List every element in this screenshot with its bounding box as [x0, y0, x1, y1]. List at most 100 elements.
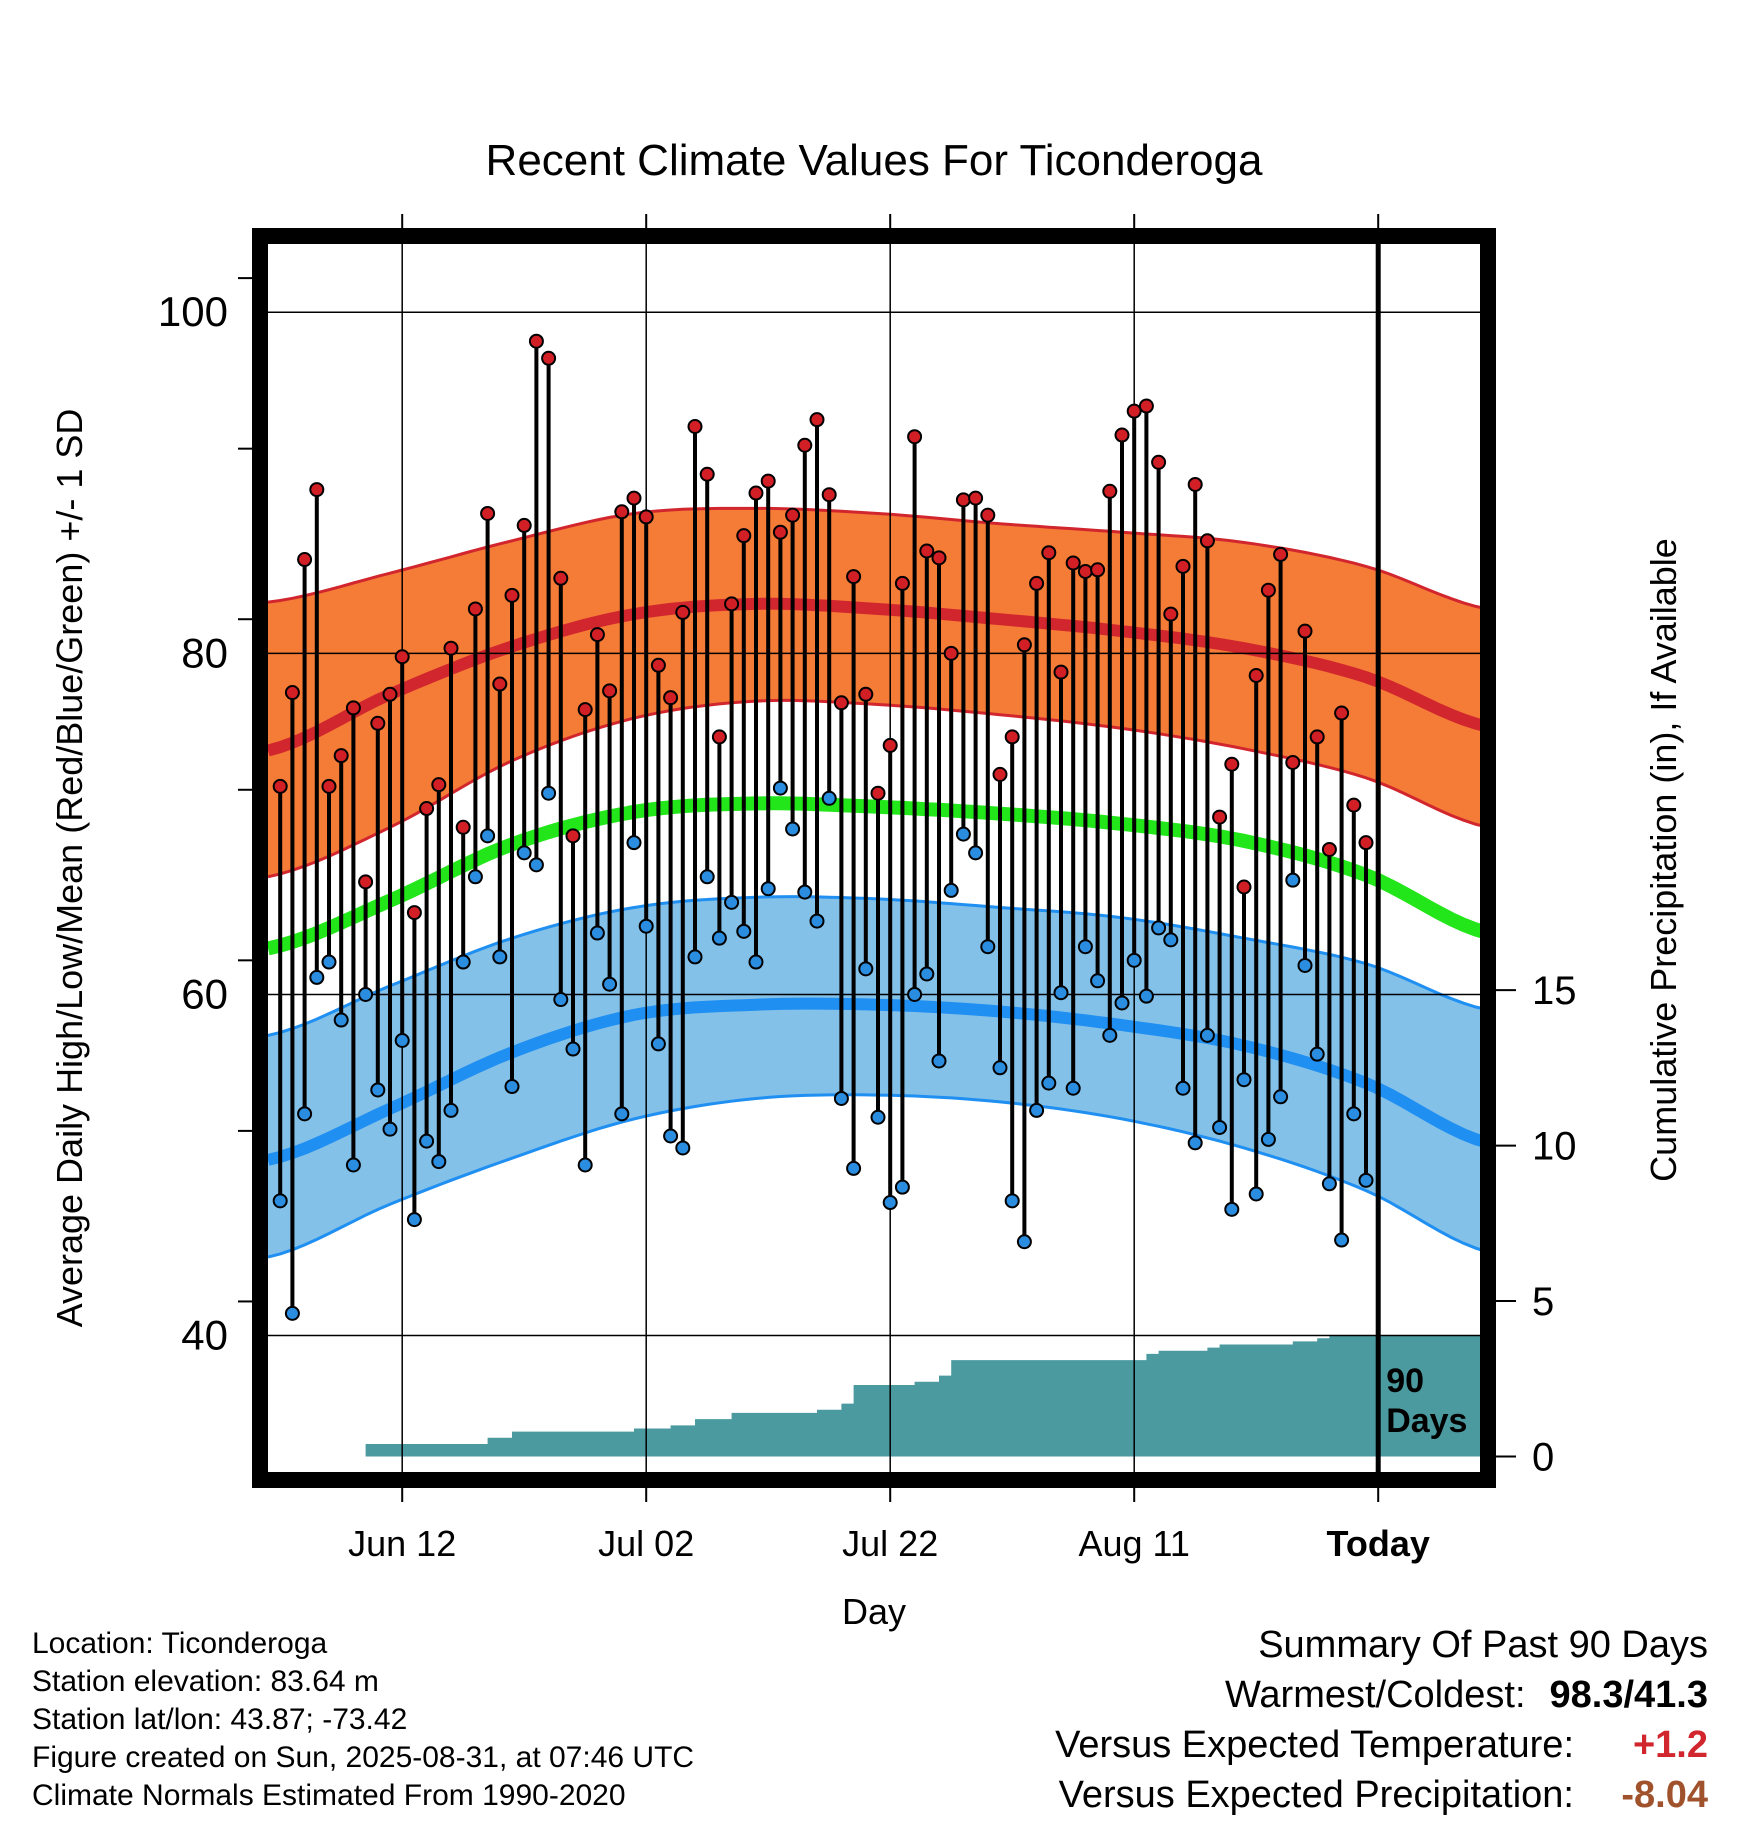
daily-low-point — [467, 869, 483, 885]
daily-high-point — [711, 729, 727, 745]
daily-high-point — [1053, 664, 1069, 680]
normal-mean-line — [268, 796, 1480, 956]
summary-precip: Versus Expected Precipitation: -8.04 — [1055, 1770, 1708, 1820]
summary-temp: Versus Expected Temperature: +1.2 — [1055, 1720, 1708, 1770]
daily-low-point — [724, 894, 740, 910]
daily-high-point — [297, 552, 313, 568]
daily-low-point — [858, 961, 874, 977]
info-latlon: Station lat/lon: 43.87; -73.42 — [32, 1703, 408, 1736]
daily-high-point — [650, 657, 666, 673]
daily-high-point — [736, 528, 752, 544]
daily-low-point — [1334, 1232, 1350, 1248]
summary-panel: Summary Of Past 90 Days Warmest/Coldest:… — [1055, 1620, 1708, 1820]
low-sd-band-lower-edge — [268, 1093, 1480, 1259]
daily-high-point — [931, 550, 947, 566]
daily-low-point — [297, 1106, 313, 1122]
daily-low-point — [931, 1053, 947, 1069]
daily-low-point — [602, 976, 618, 992]
y-tick-label: 60 — [181, 970, 228, 1017]
daily-low-point — [772, 780, 788, 796]
daily-high-point — [1248, 668, 1264, 684]
daily-high-point — [406, 905, 422, 921]
daily-low-point — [760, 881, 776, 897]
daily-low-point — [663, 1128, 679, 1144]
daily-high-point — [626, 490, 642, 506]
daily-low-point — [748, 954, 764, 970]
daily-low-point — [736, 923, 752, 939]
daily-low-point — [321, 954, 337, 970]
daily-low-point — [980, 939, 996, 955]
daily-low-point — [577, 1157, 593, 1173]
daily-high-point — [467, 601, 483, 617]
daily-high-point — [1212, 809, 1228, 825]
daily-low-point — [1065, 1080, 1081, 1096]
high-sd-band-lower-edge — [268, 698, 1480, 879]
daily-low-point — [907, 986, 923, 1002]
daily-low-point — [528, 857, 544, 873]
daily-low-point — [711, 930, 727, 946]
daily-high-point — [1163, 606, 1179, 622]
daily-low-point — [1358, 1172, 1374, 1188]
daily-low-point — [1273, 1089, 1289, 1105]
daily-low-point — [1077, 939, 1093, 955]
daily-high-point — [333, 748, 349, 764]
daily-high-point — [663, 690, 679, 706]
daily-low-point — [1138, 988, 1154, 1004]
daily-low-point — [443, 1102, 459, 1118]
daily-low-point — [480, 828, 496, 844]
daily-low-point — [626, 835, 642, 851]
daily-high-point — [846, 569, 862, 585]
daily-low-point — [785, 821, 801, 837]
daily-low-point — [382, 1121, 398, 1137]
daily-high-point — [504, 587, 520, 603]
daily-low-point — [1016, 1234, 1032, 1250]
y-tick-label: 40 — [181, 1312, 228, 1359]
daily-high-point — [309, 482, 325, 498]
daily-high-point — [443, 640, 459, 656]
daily-high-point — [894, 575, 910, 591]
daily-low-point — [809, 913, 825, 929]
plot-border — [252, 228, 1496, 1488]
daily-low-point — [541, 785, 557, 801]
daily-low-point — [870, 1109, 886, 1125]
daily-low-point — [894, 1179, 910, 1195]
precip-area-group — [268, 1335, 1480, 1457]
daily-high-point — [1041, 545, 1057, 561]
daily-low-point — [455, 954, 471, 970]
daily-low-point — [1126, 952, 1142, 968]
daily-low-point — [1187, 1135, 1203, 1151]
daily-high-point — [1004, 729, 1020, 745]
daily-high-point — [675, 604, 691, 620]
daily-high-point — [772, 524, 788, 540]
daily-low-point — [370, 1082, 386, 1098]
daily-low-point — [1346, 1106, 1362, 1122]
daily-low-point — [431, 1154, 447, 1170]
daily-high-point — [638, 509, 654, 525]
daily-high-point — [516, 517, 532, 533]
daily-high-point — [589, 627, 605, 643]
daily-high-point — [1077, 563, 1093, 579]
station-info: Location: Ticonderoga Station elevation:… — [32, 1625, 694, 1815]
daily-low-point — [1199, 1027, 1215, 1043]
daily-low-point — [1163, 932, 1179, 948]
daily-low-point — [1260, 1131, 1276, 1147]
daily-high-point — [1260, 582, 1276, 598]
daily-high-point — [541, 350, 557, 366]
high-sd-band-fill — [268, 508, 1480, 877]
daily-high-point — [1065, 555, 1081, 571]
daily-high-point — [797, 437, 813, 453]
daily-high-point — [1126, 403, 1142, 419]
daily-high-point — [955, 492, 971, 508]
daily-low-point — [650, 1036, 666, 1052]
daily-low-point — [272, 1193, 288, 1209]
daily-low-point — [419, 1133, 435, 1149]
warmest-coldest-value: 98.3/41.3 — [1549, 1674, 1708, 1716]
daily-low-point — [1248, 1186, 1264, 1202]
daily-high-point — [882, 737, 898, 753]
daily-high-point — [1138, 398, 1154, 414]
temp-label: Versus Expected Temperature: — [1055, 1724, 1574, 1766]
daily-high-point — [553, 570, 569, 586]
daily-high-point — [1285, 754, 1301, 770]
daily-low-point — [675, 1140, 691, 1156]
precip-label: Versus Expected Precipitation: — [1058, 1774, 1574, 1816]
